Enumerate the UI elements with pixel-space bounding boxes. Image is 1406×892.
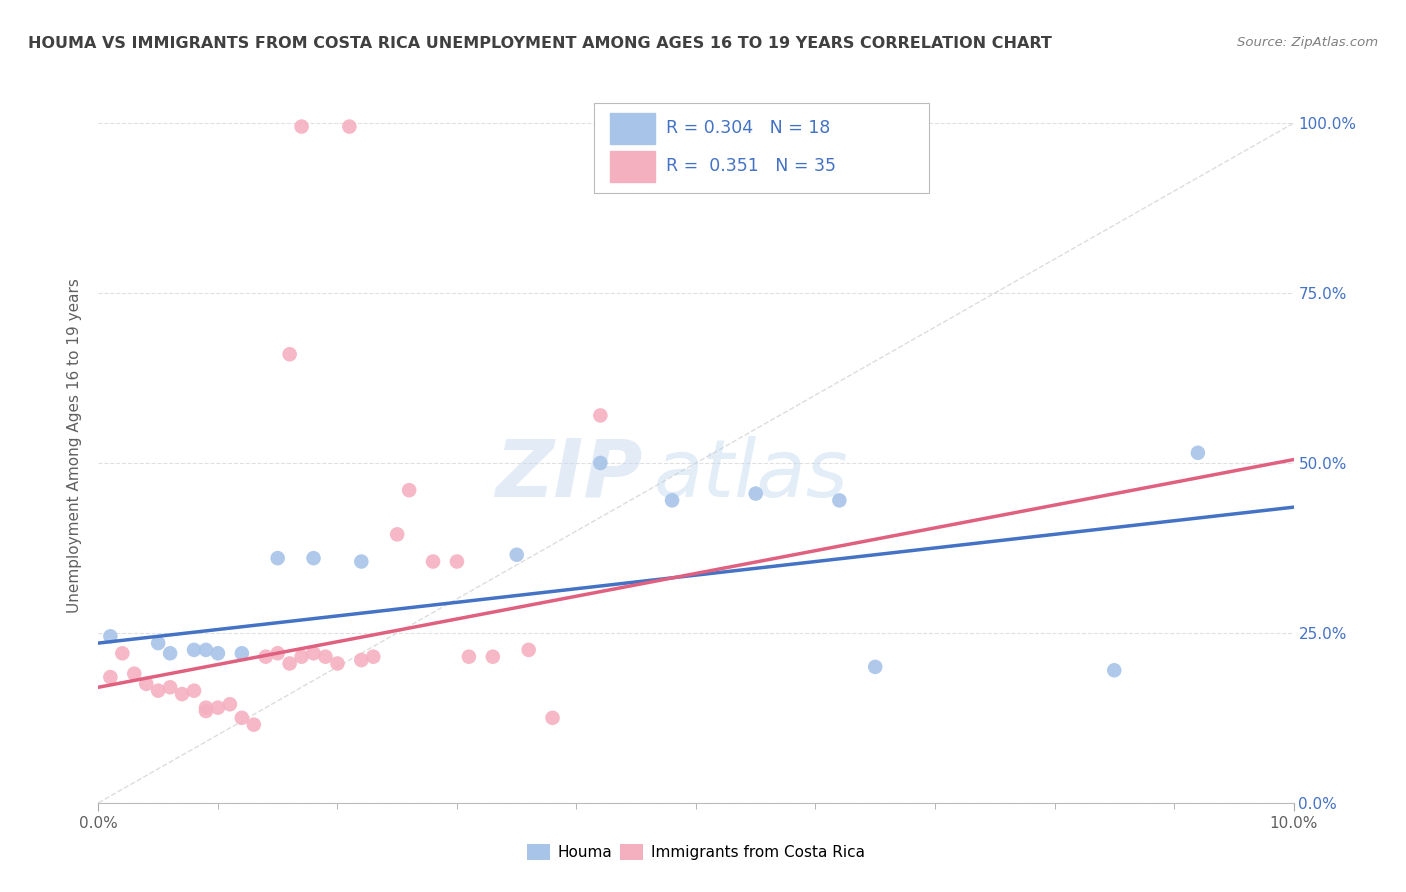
- Point: [172, 687, 194, 701]
- Point: [195, 700, 218, 714]
- Text: atlas: atlas: [654, 435, 849, 514]
- Text: R = 0.304   N = 18: R = 0.304 N = 18: [666, 120, 831, 137]
- Point: [385, 527, 409, 541]
- Point: [363, 649, 385, 664]
- Point: [517, 643, 540, 657]
- Point: [302, 551, 325, 566]
- Point: [231, 711, 253, 725]
- Point: [267, 551, 290, 566]
- Point: [135, 677, 157, 691]
- Point: [195, 704, 218, 718]
- Point: [148, 683, 170, 698]
- Point: [828, 493, 851, 508]
- Point: [446, 555, 468, 569]
- Point: [422, 555, 444, 569]
- Point: [482, 649, 505, 664]
- Y-axis label: Unemployment Among Ages 16 to 19 years: Unemployment Among Ages 16 to 19 years: [67, 278, 83, 614]
- Point: [291, 649, 314, 664]
- Point: [267, 646, 290, 660]
- Point: [541, 711, 564, 725]
- Point: [1104, 663, 1126, 677]
- Text: ZIP: ZIP: [495, 435, 643, 514]
- Point: [254, 649, 277, 664]
- Point: [398, 483, 420, 498]
- Bar: [610, 113, 655, 145]
- Point: [148, 636, 170, 650]
- Legend: Houma, Immigrants from Costa Rica: Houma, Immigrants from Costa Rica: [522, 838, 870, 866]
- Point: [111, 646, 134, 660]
- Point: [291, 120, 314, 134]
- Point: [326, 657, 349, 671]
- Point: [302, 646, 325, 660]
- Point: [207, 700, 229, 714]
- Point: [278, 347, 301, 361]
- Point: [506, 548, 529, 562]
- Bar: [610, 152, 655, 182]
- Point: [865, 660, 887, 674]
- Point: [183, 643, 205, 657]
- Text: Source: ZipAtlas.com: Source: ZipAtlas.com: [1237, 36, 1378, 49]
- Point: [350, 555, 373, 569]
- Point: [315, 649, 337, 664]
- Point: [183, 683, 205, 698]
- Point: [207, 646, 229, 660]
- Point: [1187, 446, 1209, 460]
- FancyBboxPatch shape: [595, 103, 929, 193]
- Text: HOUMA VS IMMIGRANTS FROM COSTA RICA UNEMPLOYMENT AMONG AGES 16 TO 19 YEARS CORRE: HOUMA VS IMMIGRANTS FROM COSTA RICA UNEM…: [28, 36, 1052, 51]
- Point: [339, 120, 361, 134]
- Point: [124, 666, 146, 681]
- Point: [745, 486, 768, 500]
- Point: [159, 646, 181, 660]
- Point: [243, 717, 266, 731]
- Point: [589, 409, 612, 423]
- Point: [661, 493, 683, 508]
- Point: [195, 643, 218, 657]
- Point: [350, 653, 373, 667]
- Point: [231, 646, 253, 660]
- Point: [98, 670, 122, 684]
- Point: [98, 629, 122, 643]
- Point: [159, 680, 181, 694]
- Point: [458, 649, 481, 664]
- Text: R =  0.351   N = 35: R = 0.351 N = 35: [666, 157, 837, 175]
- Point: [589, 456, 612, 470]
- Point: [219, 698, 242, 712]
- Point: [278, 657, 301, 671]
